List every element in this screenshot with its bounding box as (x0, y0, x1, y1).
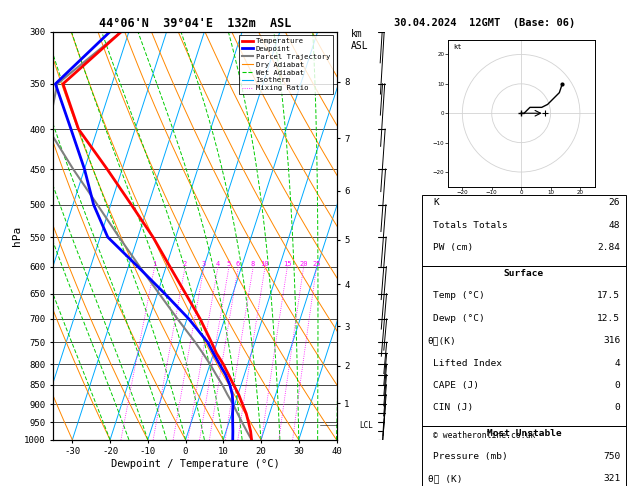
Text: CIN (J): CIN (J) (433, 403, 474, 413)
X-axis label: Dewpoint / Temperature (°C): Dewpoint / Temperature (°C) (111, 459, 279, 469)
Title: 44°06'N  39°04'E  132m  ASL: 44°06'N 39°04'E 132m ASL (99, 17, 291, 31)
Text: 48: 48 (609, 221, 620, 229)
Bar (422, 195, 626, 265)
Text: 20: 20 (299, 260, 308, 267)
Text: 321: 321 (603, 474, 620, 483)
Text: θᴇ(K): θᴇ(K) (428, 336, 457, 345)
Text: Pressure (mb): Pressure (mb) (433, 451, 508, 461)
Text: 4: 4 (615, 359, 620, 367)
Text: 1: 1 (152, 260, 157, 267)
Text: Surface: Surface (504, 269, 544, 278)
Text: 17.5: 17.5 (597, 291, 620, 300)
Text: LCL: LCL (359, 421, 373, 430)
Text: Most Unstable: Most Unstable (487, 429, 561, 438)
Text: Temp (°C): Temp (°C) (433, 291, 485, 300)
Text: 0: 0 (615, 403, 620, 413)
Text: Lifted Index: Lifted Index (433, 359, 503, 367)
Text: CAPE (J): CAPE (J) (433, 381, 479, 390)
Text: 0: 0 (615, 381, 620, 390)
Text: 4: 4 (216, 260, 220, 267)
Text: 2: 2 (183, 260, 187, 267)
Text: 2.84: 2.84 (597, 243, 620, 252)
Legend: Temperature, Dewpoint, Parcel Trajectory, Dry Adiabat, Wet Adiabat, Isotherm, Mi: Temperature, Dewpoint, Parcel Trajectory… (239, 35, 333, 94)
Text: 26: 26 (609, 198, 620, 207)
Text: PW (cm): PW (cm) (433, 243, 474, 252)
Text: 25: 25 (312, 260, 321, 267)
Text: Totals Totals: Totals Totals (433, 221, 508, 229)
Text: 5: 5 (226, 260, 231, 267)
Text: 316: 316 (603, 336, 620, 345)
Text: 15: 15 (283, 260, 291, 267)
Text: 12.5: 12.5 (597, 313, 620, 323)
Y-axis label: hPa: hPa (11, 226, 21, 246)
Text: 750: 750 (603, 451, 620, 461)
Bar (422, 265, 626, 426)
Text: 6: 6 (236, 260, 240, 267)
Text: 8: 8 (251, 260, 255, 267)
Text: Dewp (°C): Dewp (°C) (433, 313, 485, 323)
Text: kt: kt (454, 44, 462, 50)
Text: K: K (433, 198, 439, 207)
Text: 10: 10 (260, 260, 269, 267)
Text: 30.04.2024  12GMT  (Base: 06): 30.04.2024 12GMT (Base: 06) (394, 17, 575, 28)
Text: 3: 3 (202, 260, 206, 267)
Bar (422, 426, 626, 486)
Y-axis label: km
ASL: km ASL (351, 29, 369, 51)
Text: θᴇ (K): θᴇ (K) (428, 474, 462, 483)
Text: © weatheronline.co.uk: © weatheronline.co.uk (433, 431, 535, 440)
